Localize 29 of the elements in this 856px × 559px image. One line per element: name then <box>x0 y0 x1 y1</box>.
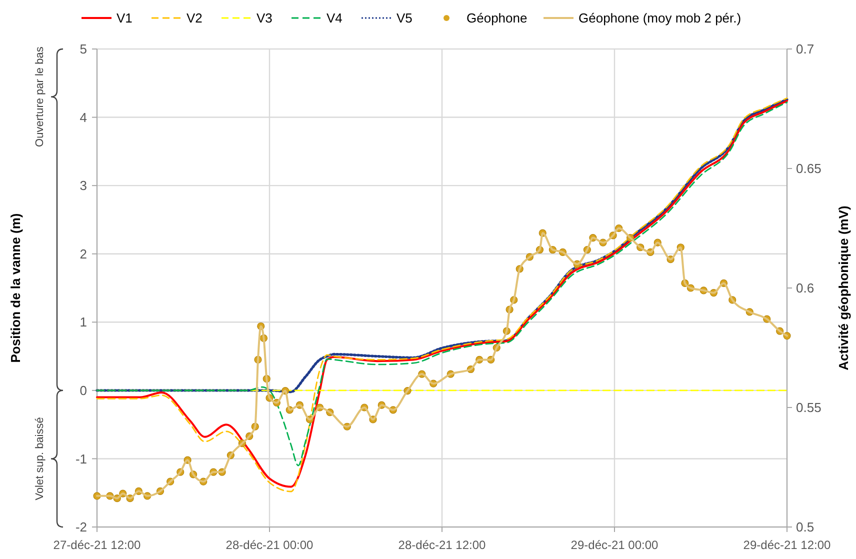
y2-tick-label: 0.6 <box>796 280 814 296</box>
y-tick-label: 0 <box>80 382 87 398</box>
y2-tick-label: 0.5 <box>796 520 814 535</box>
y-tick-label: -1 <box>75 451 87 466</box>
x-tick-label: 27-déc-21 12:00 <box>53 538 142 552</box>
x-tick-label: 28-déc-21 12:00 <box>398 538 486 552</box>
y2-tick-label: 0.65 <box>796 161 822 176</box>
y-tick-label: 4 <box>80 110 87 125</box>
y-tick-label: 1 <box>80 314 87 330</box>
legend-label: Géophone (moy mob 2 pér.) <box>578 10 742 26</box>
y2-tick-label: 0.7 <box>796 42 814 57</box>
text: Ouverture par le bas <box>34 46 46 147</box>
y-tick-label: 5 <box>80 42 87 57</box>
y-tick-label: -2 <box>75 520 87 535</box>
legend-label: V1 <box>116 10 132 26</box>
legend-label: Géophone <box>466 10 528 26</box>
x-tick-label: 29-déc-21 12:00 <box>743 538 832 552</box>
y-tick-label: 3 <box>80 178 87 194</box>
legend-label: V3 <box>256 10 272 26</box>
legend-label: V5 <box>396 10 412 26</box>
y2-tick-label: 0.55 <box>796 400 822 416</box>
y2-axis-title: Activité géophonique (mV) <box>836 206 851 370</box>
y-axis-title: Position de la vanne (m) <box>8 213 23 363</box>
x-tick-label: 28-déc-21 00:00 <box>226 538 314 552</box>
x-tick-label: 29-déc-21 00:00 <box>570 538 659 552</box>
text: Volet sup. baissé <box>34 417 46 500</box>
legend-label: V2 <box>186 10 202 26</box>
y-tick-label: 2 <box>80 246 87 262</box>
legend-label: V4 <box>326 10 342 26</box>
